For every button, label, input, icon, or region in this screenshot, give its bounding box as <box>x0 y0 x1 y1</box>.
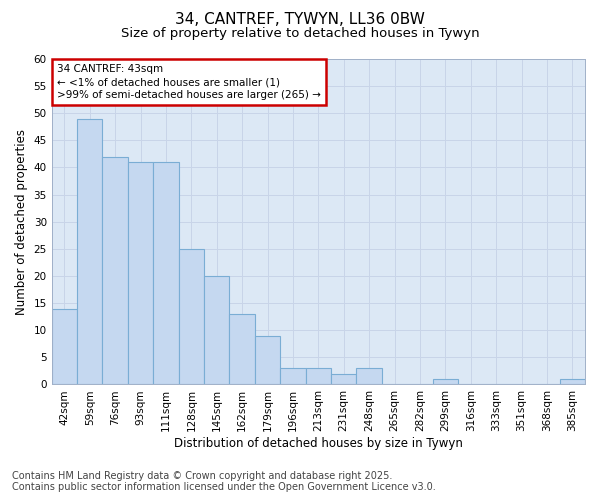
Bar <box>305 368 331 384</box>
Bar <box>280 368 305 384</box>
Bar <box>153 162 179 384</box>
Bar <box>433 379 458 384</box>
Bar <box>560 379 585 384</box>
Bar <box>204 276 229 384</box>
Bar <box>103 156 128 384</box>
Bar <box>255 336 280 384</box>
Bar <box>179 249 204 384</box>
X-axis label: Distribution of detached houses by size in Tywyn: Distribution of detached houses by size … <box>174 437 463 450</box>
Text: 34 CANTREF: 43sqm
← <1% of detached houses are smaller (1)
>99% of semi-detached: 34 CANTREF: 43sqm ← <1% of detached hous… <box>57 64 321 100</box>
Text: Contains HM Land Registry data © Crown copyright and database right 2025.
Contai: Contains HM Land Registry data © Crown c… <box>12 471 436 492</box>
Bar <box>356 368 382 384</box>
Bar <box>331 374 356 384</box>
Text: 34, CANTREF, TYWYN, LL36 0BW: 34, CANTREF, TYWYN, LL36 0BW <box>175 12 425 28</box>
Text: Size of property relative to detached houses in Tywyn: Size of property relative to detached ho… <box>121 28 479 40</box>
Y-axis label: Number of detached properties: Number of detached properties <box>15 128 28 314</box>
Bar <box>52 308 77 384</box>
Bar <box>229 314 255 384</box>
Bar <box>128 162 153 384</box>
Bar <box>77 118 103 384</box>
